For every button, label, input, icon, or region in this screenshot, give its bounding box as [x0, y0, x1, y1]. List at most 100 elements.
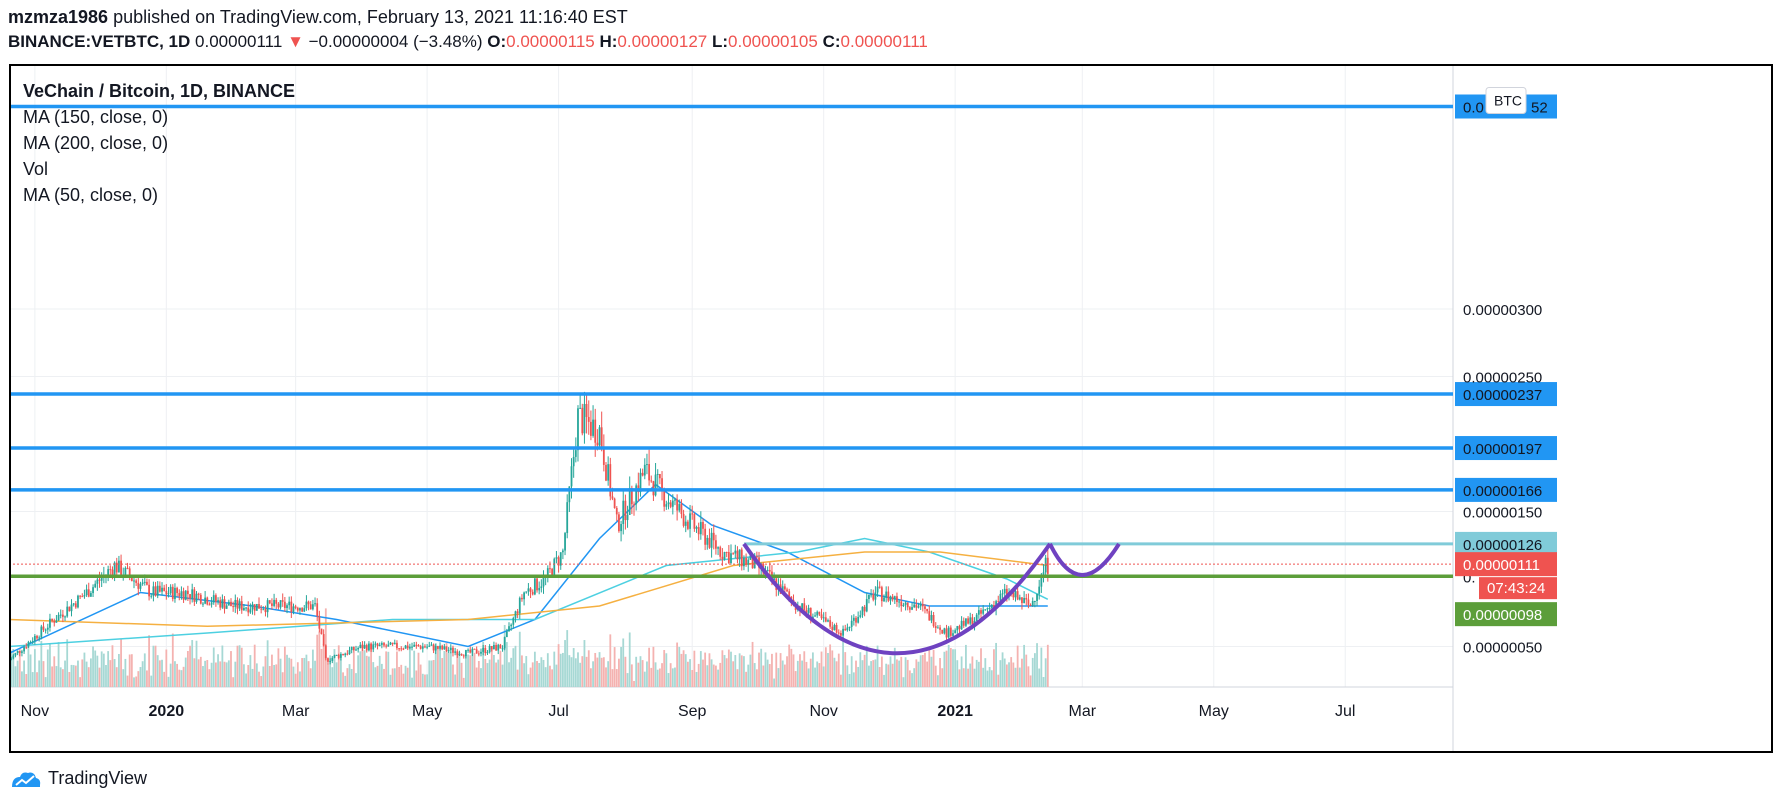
time-axis[interactable]: Nov 2020 Mar May Jul Sep Nov 2021 Mar May Jul [21, 703, 1356, 720]
candle-body [620, 524, 622, 532]
volume-bar [378, 655, 381, 687]
volume-bar [335, 662, 338, 687]
volume-bar [178, 669, 181, 687]
volume-bar [572, 648, 575, 687]
volume-bar [458, 652, 461, 687]
candle-body [202, 603, 204, 605]
candle-body [900, 601, 903, 607]
volume-bar [723, 655, 726, 687]
price-axis[interactable]: 0.0 52 0.00000237 0.00000197 0.00000166 0.000… [1455, 87, 1557, 657]
candle-body [288, 601, 291, 606]
cup-and-handle-pattern[interactable] [742, 542, 1121, 656]
candle-body [169, 586, 172, 594]
volume-bar [402, 673, 405, 687]
time-tick-label: Mar [282, 703, 310, 720]
time-tick-label: 2021 [937, 703, 973, 720]
volume-bar [654, 662, 657, 687]
volume-bar [152, 645, 155, 687]
candle-body [641, 472, 644, 476]
volume-bar [818, 663, 821, 687]
volume-bar [988, 666, 991, 687]
candle-body [805, 610, 808, 613]
volume-bar [44, 677, 47, 687]
volume-bar [74, 665, 77, 687]
volume-bar [805, 661, 808, 687]
volume-bar [210, 662, 213, 687]
volume-bar [94, 650, 97, 687]
candle-body [94, 583, 97, 588]
candle-body [208, 604, 211, 606]
candle-body [148, 584, 150, 597]
candle-body [475, 649, 478, 654]
legend-item-ma200[interactable]: MA (200, close, 0) [23, 133, 169, 153]
candle-body [934, 626, 937, 629]
price-chart[interactable]: 0.0 52 0.00000237 0.00000197 0.00000166 0.000… [9, 64, 1773, 753]
volume-bar [525, 656, 528, 687]
volume-bar [937, 675, 939, 687]
candle-body [818, 611, 821, 615]
level-label: 0.00000197 [1463, 441, 1542, 458]
candle-body [837, 632, 840, 634]
symbol-label: BINANCE:VETBTC, 1D [8, 32, 191, 51]
candle-body [1042, 572, 1045, 575]
candle-body [857, 616, 860, 623]
volume-bar [510, 657, 513, 687]
candle-body [844, 628, 847, 631]
candle-body [811, 616, 814, 619]
volume-bar [292, 666, 295, 687]
candle-body [64, 616, 66, 618]
volume-bar [919, 655, 922, 687]
volume-bar [831, 650, 834, 687]
volume-bar [768, 664, 771, 687]
candle-body [186, 590, 189, 595]
volume-bar [626, 673, 629, 687]
published-line: mzmza1986 published on TradingView.com, … [8, 7, 628, 28]
legend-item-vol[interactable]: Vol [23, 159, 49, 179]
volume-bar [656, 669, 659, 687]
level-label: 0.0 [1463, 100, 1484, 117]
candle-body [421, 646, 424, 649]
candle-body [77, 595, 79, 608]
volume-bar [167, 676, 170, 687]
candle-body [111, 569, 114, 576]
volume-bar [301, 658, 304, 687]
volume-bar [115, 667, 118, 687]
volume-bar [499, 650, 502, 687]
candle-body [906, 602, 909, 608]
candle-body [436, 646, 439, 649]
candle-body [833, 624, 836, 631]
volume-bar [137, 671, 140, 687]
candle-body [590, 421, 592, 436]
candle-body [786, 589, 788, 592]
candle-body [46, 627, 49, 630]
candle-body [368, 643, 370, 651]
candle-body [643, 464, 646, 476]
volume-bar [111, 645, 114, 687]
volume-bar [652, 646, 655, 687]
volume-bar [452, 664, 454, 687]
candle-body [827, 620, 829, 622]
volume-bar [434, 643, 437, 687]
candle-body [984, 609, 987, 611]
horizontal-levels[interactable] [9, 104, 1453, 579]
volume-bar [859, 652, 862, 687]
legend-item-ma50[interactable]: MA (50, close, 0) [23, 185, 159, 205]
volume-bar [482, 641, 485, 687]
open-value: 0.00000115 [506, 32, 595, 51]
candle-body [893, 596, 896, 600]
candle-body [1046, 557, 1049, 574]
author-name[interactable]: mzmza1986 [8, 7, 109, 27]
candle-body [913, 604, 916, 608]
candle-body [676, 499, 679, 511]
volume-bar [465, 655, 467, 687]
volume-bar [747, 664, 750, 687]
candle-body [109, 569, 112, 571]
candle-body [14, 653, 17, 656]
brand-footer[interactable]: TradingView [10, 768, 147, 789]
volume-bar [986, 670, 989, 687]
volume-bar [230, 651, 232, 687]
candle-body [941, 629, 944, 634]
volume-bar [171, 633, 174, 687]
volume-bar [641, 660, 644, 687]
legend-item-ma150[interactable]: MA (150, close, 0) [23, 107, 169, 127]
